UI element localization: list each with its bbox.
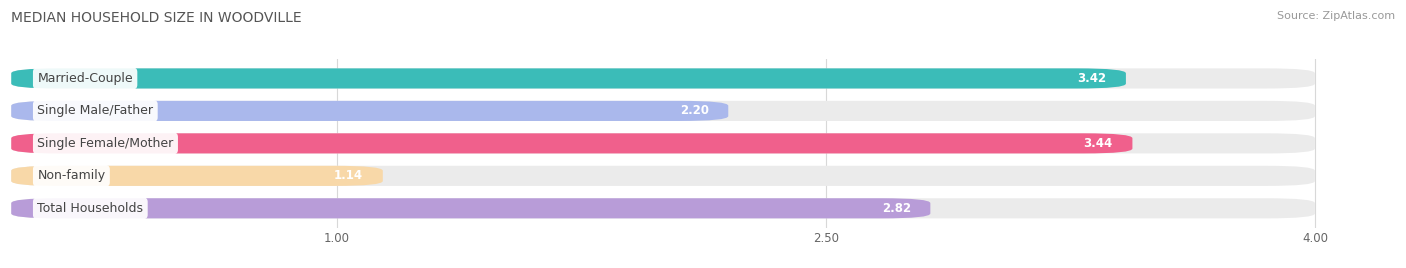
FancyBboxPatch shape xyxy=(11,166,382,186)
FancyBboxPatch shape xyxy=(11,68,1126,88)
Text: Source: ZipAtlas.com: Source: ZipAtlas.com xyxy=(1277,11,1395,21)
Text: Single Male/Father: Single Male/Father xyxy=(38,105,153,117)
Text: 2.20: 2.20 xyxy=(679,105,709,117)
FancyBboxPatch shape xyxy=(11,198,931,218)
Text: 3.42: 3.42 xyxy=(1077,72,1107,85)
Text: 3.44: 3.44 xyxy=(1084,137,1114,150)
Text: 1.14: 1.14 xyxy=(335,169,363,182)
FancyBboxPatch shape xyxy=(11,166,1315,186)
FancyBboxPatch shape xyxy=(11,101,1315,121)
FancyBboxPatch shape xyxy=(11,68,1315,88)
Text: MEDIAN HOUSEHOLD SIZE IN WOODVILLE: MEDIAN HOUSEHOLD SIZE IN WOODVILLE xyxy=(11,11,302,25)
Text: Total Households: Total Households xyxy=(38,202,143,215)
Text: Non-family: Non-family xyxy=(38,169,105,182)
FancyBboxPatch shape xyxy=(11,101,728,121)
FancyBboxPatch shape xyxy=(11,198,1315,218)
FancyBboxPatch shape xyxy=(11,133,1315,154)
Text: Single Female/Mother: Single Female/Mother xyxy=(38,137,173,150)
FancyBboxPatch shape xyxy=(11,133,1132,154)
Text: 2.82: 2.82 xyxy=(882,202,911,215)
Text: Married-Couple: Married-Couple xyxy=(38,72,134,85)
